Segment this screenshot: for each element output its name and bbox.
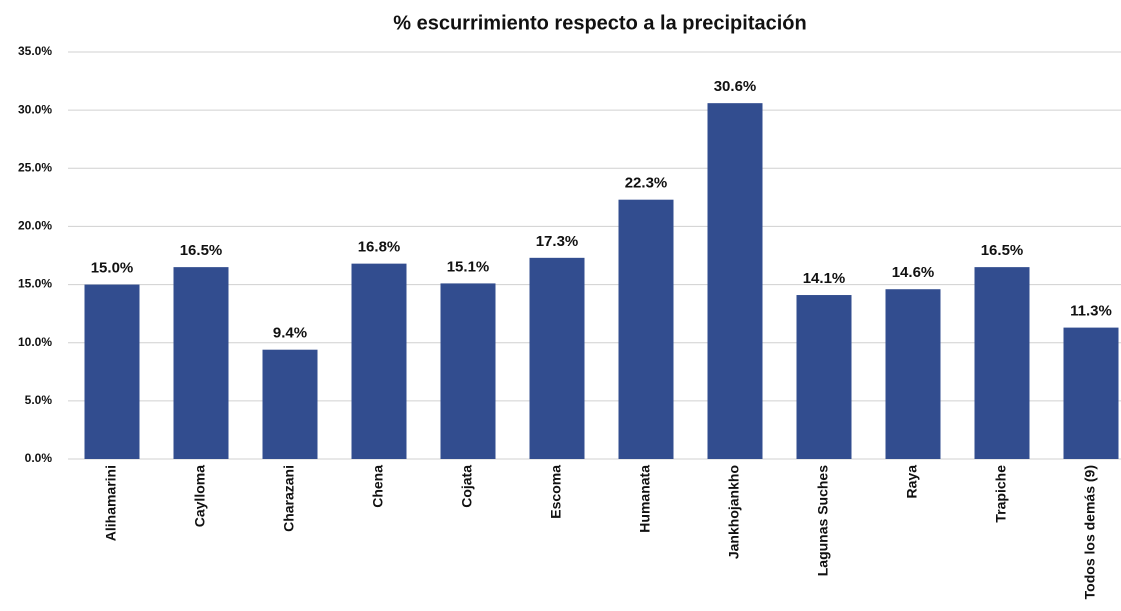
value-label: 16.5% bbox=[180, 242, 223, 259]
y-tick-label: 25.0% bbox=[18, 160, 52, 174]
x-tick-label: Humanata bbox=[637, 465, 653, 533]
value-label: 16.8% bbox=[358, 239, 401, 256]
bar bbox=[84, 284, 140, 459]
y-tick-label: 35.0% bbox=[18, 44, 52, 58]
value-label: 15.0% bbox=[91, 260, 134, 277]
x-tick-label: Todos los demás (9) bbox=[1082, 465, 1098, 599]
bar bbox=[796, 295, 852, 459]
y-tick-label: 5.0% bbox=[25, 393, 53, 407]
value-label: 15.1% bbox=[447, 258, 490, 275]
x-tick-label: Charazani bbox=[281, 465, 297, 532]
x-tick-label: Cojata bbox=[459, 465, 475, 508]
y-tick-label: 15.0% bbox=[18, 277, 52, 291]
bar bbox=[707, 103, 763, 459]
bar bbox=[1063, 327, 1119, 459]
value-label: 14.1% bbox=[803, 270, 846, 287]
value-label: 11.3% bbox=[1070, 303, 1112, 320]
y-tick-label: 20.0% bbox=[18, 219, 52, 233]
y-tick-label: 0.0% bbox=[25, 451, 53, 465]
value-label: 9.4% bbox=[273, 325, 307, 342]
value-label: 17.3% bbox=[536, 233, 579, 250]
x-tick-label: Escoma bbox=[548, 465, 564, 519]
bar bbox=[529, 257, 585, 459]
x-tick-label: Chena bbox=[370, 465, 386, 508]
y-tick-label: 30.0% bbox=[18, 102, 52, 116]
bar bbox=[974, 267, 1030, 459]
x-tick-label: Alihamarini bbox=[103, 465, 119, 541]
bar bbox=[262, 349, 318, 459]
x-tick-label: Caylloma bbox=[192, 465, 208, 527]
bar bbox=[618, 199, 674, 459]
bar bbox=[440, 283, 496, 459]
y-tick-label: 10.0% bbox=[18, 335, 52, 349]
value-label: 16.5% bbox=[981, 242, 1024, 259]
bar bbox=[173, 267, 229, 459]
chart-title: % escurrimiento respecto a la precipitac… bbox=[393, 12, 806, 34]
value-label: 14.6% bbox=[892, 264, 935, 281]
value-label: 30.6% bbox=[714, 78, 757, 95]
x-tick-label: Jankhojankho bbox=[726, 465, 742, 559]
bar bbox=[885, 289, 941, 459]
x-tick-label: Trapiche bbox=[993, 465, 1009, 523]
value-label: 22.3% bbox=[625, 175, 668, 192]
x-tick-label: Raya bbox=[904, 465, 920, 499]
bar bbox=[351, 263, 407, 459]
x-tick-label: Lagunas Suches bbox=[815, 465, 831, 576]
